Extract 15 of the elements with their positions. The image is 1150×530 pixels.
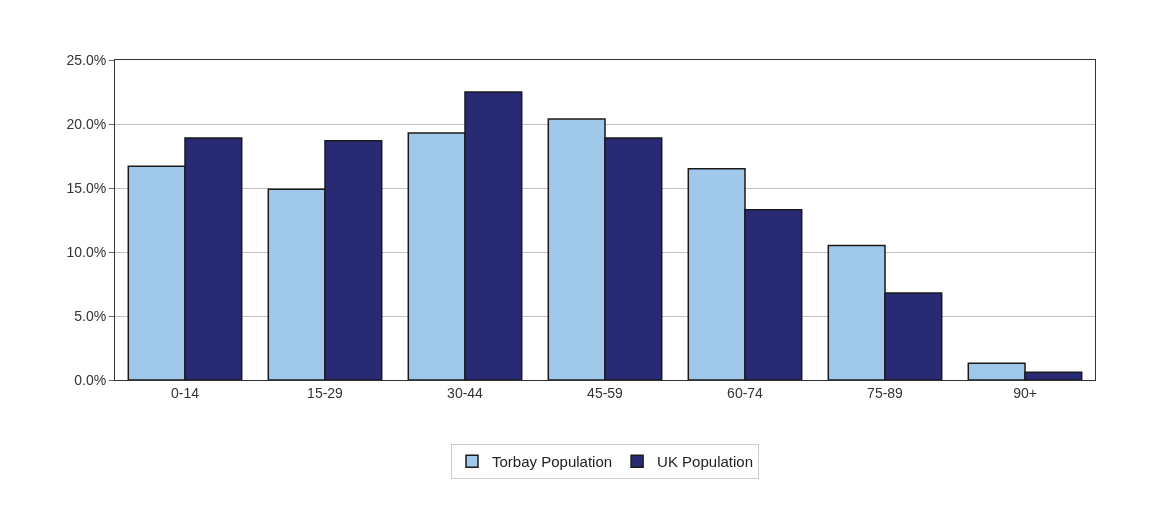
x-tick-label: 60-74	[727, 384, 764, 401]
x-tick-label: 45-59	[587, 384, 624, 401]
y-tick-label: 5.0%	[74, 307, 107, 324]
y-tick-label: 0.0%	[74, 371, 107, 388]
x-tick-label: 90+	[1013, 384, 1037, 401]
x-tick-label: 0-14	[170, 384, 200, 401]
y-tick-label: 15.0%	[66, 179, 107, 196]
x-tick-label: 30-44	[447, 384, 484, 401]
legend-label: UK Population	[657, 453, 753, 471]
y-tick-label: 20.0%	[66, 115, 107, 132]
legend-label: Torbay Population	[492, 453, 613, 471]
y-tick-label: 10.0%	[66, 243, 107, 260]
x-tick-label: 75-89	[867, 384, 904, 401]
y-tick-label: 25.0%	[66, 51, 107, 68]
x-tick-label: 15-29	[307, 384, 344, 401]
